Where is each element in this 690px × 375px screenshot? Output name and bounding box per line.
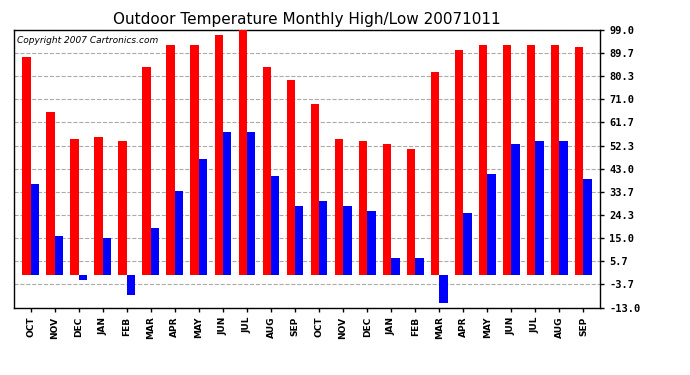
Bar xyxy=(199,159,207,275)
Bar xyxy=(103,238,111,275)
Bar xyxy=(70,139,79,275)
Bar xyxy=(247,132,255,275)
Bar xyxy=(463,213,472,275)
Bar xyxy=(95,136,103,275)
Bar xyxy=(551,45,560,275)
Bar xyxy=(46,112,55,275)
Bar xyxy=(391,258,400,275)
Bar xyxy=(527,45,535,275)
Bar xyxy=(166,45,175,275)
Text: Copyright 2007 Cartronics.com: Copyright 2007 Cartronics.com xyxy=(17,36,158,45)
Bar xyxy=(455,50,463,275)
Bar xyxy=(575,47,584,275)
Bar xyxy=(310,104,319,275)
Bar xyxy=(239,30,247,275)
Bar xyxy=(535,141,544,275)
Bar xyxy=(503,45,511,275)
Bar xyxy=(319,201,328,275)
Bar xyxy=(30,184,39,275)
Bar xyxy=(415,258,424,275)
Bar xyxy=(440,275,448,303)
Bar xyxy=(383,144,391,275)
Bar xyxy=(335,139,343,275)
Bar xyxy=(560,141,568,275)
Bar xyxy=(367,211,375,275)
Bar xyxy=(584,178,592,275)
Bar xyxy=(359,141,367,275)
Bar xyxy=(215,35,223,275)
Bar xyxy=(22,57,30,275)
Title: Outdoor Temperature Monthly High/Low 20071011: Outdoor Temperature Monthly High/Low 200… xyxy=(113,12,501,27)
Bar xyxy=(127,275,135,295)
Bar xyxy=(407,149,415,275)
Bar xyxy=(295,206,304,275)
Bar xyxy=(263,67,271,275)
Bar xyxy=(511,144,520,275)
Bar xyxy=(151,228,159,275)
Bar xyxy=(343,206,351,275)
Bar xyxy=(431,72,440,275)
Bar xyxy=(223,132,231,275)
Bar xyxy=(487,174,495,275)
Bar xyxy=(271,176,279,275)
Bar xyxy=(142,67,151,275)
Bar xyxy=(55,236,63,275)
Bar xyxy=(190,45,199,275)
Bar xyxy=(119,141,127,275)
Bar xyxy=(286,80,295,275)
Bar xyxy=(479,45,487,275)
Bar xyxy=(175,191,184,275)
Bar xyxy=(79,275,87,280)
